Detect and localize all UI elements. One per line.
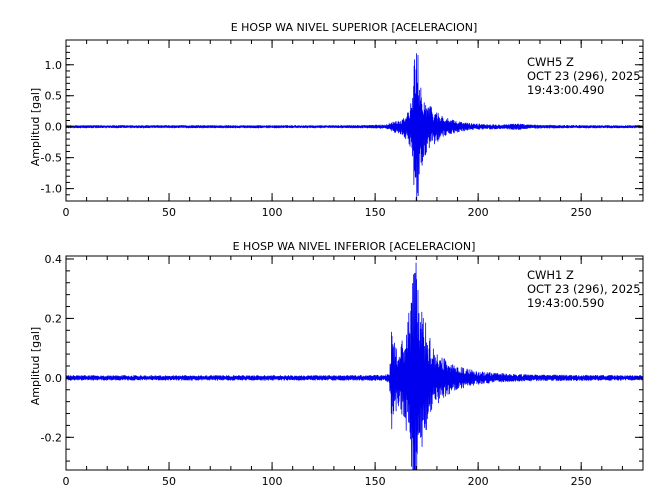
lower-x-tick-label: 50 xyxy=(162,475,176,488)
upper-y-tick-label: 0.5 xyxy=(45,90,63,103)
lower-plot-area: 0 50 100 150 200 250 -0.2 0.0 0.2 0.4 xyxy=(41,253,644,488)
upper-x-tick-label: 0 xyxy=(63,206,70,219)
upper-acceleration-trace xyxy=(65,53,644,202)
lower-x-tick-label: 200 xyxy=(468,475,489,488)
lower-panel: E HOSP WA NIVEL INFERIOR [ACELERACION] A… xyxy=(29,240,644,488)
lower-y-tick-label: 0.4 xyxy=(45,253,63,266)
upper-x-tick-label: 50 xyxy=(162,206,176,219)
upper-station-label: CWH5 Z xyxy=(527,55,574,69)
upper-x-tick-label: 100 xyxy=(262,206,283,219)
lower-station-label: CWH1 Z xyxy=(527,268,574,282)
upper-time-label: 19:43:00.490 xyxy=(527,83,604,97)
upper-x-tick-label: 200 xyxy=(468,206,489,219)
lower-chart-title: E HOSP WA NIVEL INFERIOR [ACELERACION] xyxy=(233,240,476,253)
lower-x-tick-label: 250 xyxy=(571,475,592,488)
lower-y-tick-label: 0.2 xyxy=(45,312,63,325)
upper-y-axis-label: Amplitud [gal] xyxy=(29,88,42,166)
upper-y-tick-label: 1.0 xyxy=(45,59,63,72)
lower-y-axis-label: Amplitud [gal] xyxy=(29,327,42,405)
upper-panel: E HOSP WA NIVEL SUPERIOR [ACELERACION] A… xyxy=(29,21,644,219)
upper-y-tick-label: 0.0 xyxy=(45,121,63,134)
upper-chart-title: E HOSP WA NIVEL SUPERIOR [ACELERACION] xyxy=(231,21,478,34)
upper-y-tick-label: -1.0 xyxy=(41,183,62,196)
lower-x-tick-label: 150 xyxy=(365,475,386,488)
lower-acceleration-trace xyxy=(65,262,644,471)
upper-y-tick-label: -0.5 xyxy=(41,152,62,165)
lower-time-label: 19:43:00.590 xyxy=(527,296,604,310)
lower-x-tick-label: 0 xyxy=(63,475,70,488)
lower-date-label: OCT 23 (296), 2025 xyxy=(527,282,641,296)
upper-date-label: OCT 23 (296), 2025 xyxy=(527,69,641,83)
lower-x-tick-label: 100 xyxy=(262,475,283,488)
upper-x-tick-label: 250 xyxy=(571,206,592,219)
lower-y-tick-label: -0.2 xyxy=(41,431,62,444)
upper-x-tick-label: 150 xyxy=(365,206,386,219)
upper-plot-area: 0 50 100 150 200 250 -1.0 -0.5 0.0 0.5 1.0 xyxy=(41,39,644,219)
lower-y-tick-label: 0.0 xyxy=(45,372,63,385)
